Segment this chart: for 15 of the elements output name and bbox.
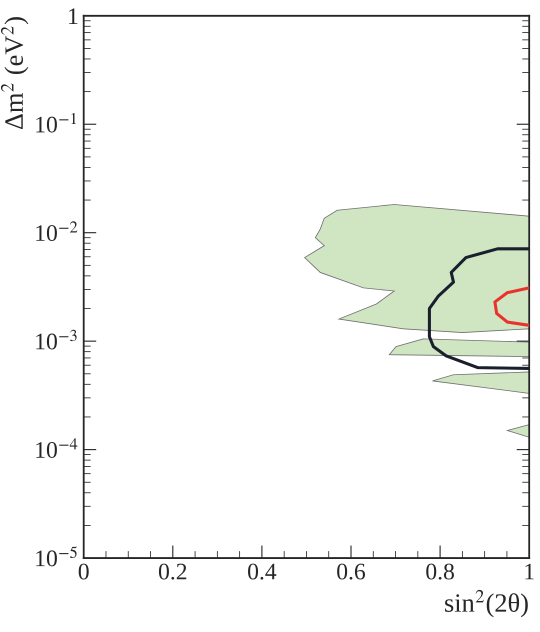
y-tick-label: 1 (69, 8, 78, 24)
line-series (493, 286, 530, 327)
y-axis-title: Δm$^{2}$ (eV$^{2}$) (0, 17, 28, 130)
x-tick-label: 0.4 (248, 564, 276, 580)
x-tick-label: 0.6 (337, 564, 366, 580)
x-tick-label: 1 (525, 564, 534, 580)
x-axis-title: sin$^{2}$(2θ) (445, 590, 528, 618)
y-tick-label: 10$^{−5}$ (36, 546, 77, 566)
x-tick-label: 0.8 (426, 564, 454, 580)
x-tick-label: 0.2 (158, 564, 186, 580)
x-tick-label: 0 (78, 564, 89, 580)
y-tick-label: 10$^{−2}$ (36, 221, 78, 242)
y-tick-label: 10$^{−3}$ (36, 330, 77, 350)
y-tick-label: 10$^{−1}$ (36, 112, 76, 133)
y-tick-label: 10$^{−4}$ (36, 438, 78, 458)
